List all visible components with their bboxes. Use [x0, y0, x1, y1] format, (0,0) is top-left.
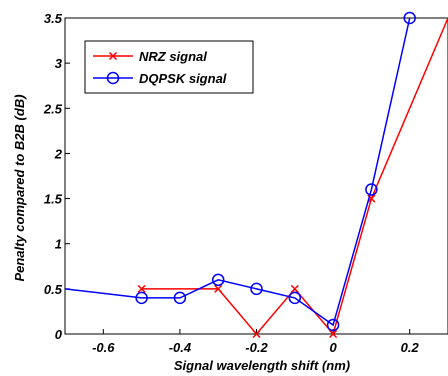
- legend-marker: [106, 71, 120, 85]
- y-tick-label: 2: [54, 146, 63, 161]
- legend-marker: [108, 51, 118, 61]
- x-tick-label: 0.2: [401, 340, 420, 355]
- dqpsk-signal-point: [173, 291, 187, 305]
- x-tick-label: -0.4: [169, 340, 192, 355]
- y-tick-label: 0: [55, 327, 63, 342]
- y-tick-label: 0.5: [44, 282, 63, 297]
- nrz-signal-point: [137, 284, 146, 293]
- legend-label: NRZ signal: [139, 49, 207, 64]
- nrz-signal-point: [290, 284, 299, 293]
- dqpsk-signal-point: [326, 318, 340, 332]
- nrz-signal-point: [329, 329, 338, 339]
- nrz-signal-point: [252, 329, 261, 339]
- x-tick-label: -0.2: [245, 340, 268, 355]
- y-axis-title: Penalty compared to B2B (dB): [12, 94, 27, 281]
- dqpsk-signal-point: [365, 183, 378, 196]
- y-tick-label: 2.5: [43, 101, 63, 116]
- x-tick-label: -0.6: [92, 340, 115, 355]
- y-tick-label: 1: [55, 237, 62, 252]
- dqpsk-signal-point: [403, 11, 416, 25]
- legend-label: DQPSK signal: [139, 71, 227, 86]
- x-axis-title: Signal wavelength shift (nm): [174, 358, 350, 373]
- dqpsk-signal-line: [64, 17, 411, 327]
- dqpsk-signal-point: [250, 282, 263, 296]
- y-tick-label: 1.5: [44, 192, 63, 207]
- y-tick-label: 3: [55, 56, 63, 71]
- dqpsk-signal-point: [135, 291, 148, 305]
- legend-box: [84, 40, 254, 94]
- dqpsk-signal-point: [211, 273, 225, 287]
- x-tick-label: 0: [329, 340, 337, 355]
- y-tick-label: 3.5: [44, 11, 63, 26]
- dqpsk-signal-point: [288, 291, 302, 305]
- nrz-signal-point: [214, 284, 223, 293]
